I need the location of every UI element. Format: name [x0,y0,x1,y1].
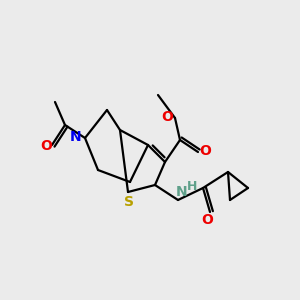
Text: N: N [70,130,82,144]
Text: O: O [161,110,173,124]
Text: N: N [176,185,188,199]
Text: O: O [201,213,213,227]
Text: O: O [199,144,211,158]
Text: H: H [187,179,197,193]
Text: S: S [124,195,134,209]
Text: O: O [40,139,52,153]
